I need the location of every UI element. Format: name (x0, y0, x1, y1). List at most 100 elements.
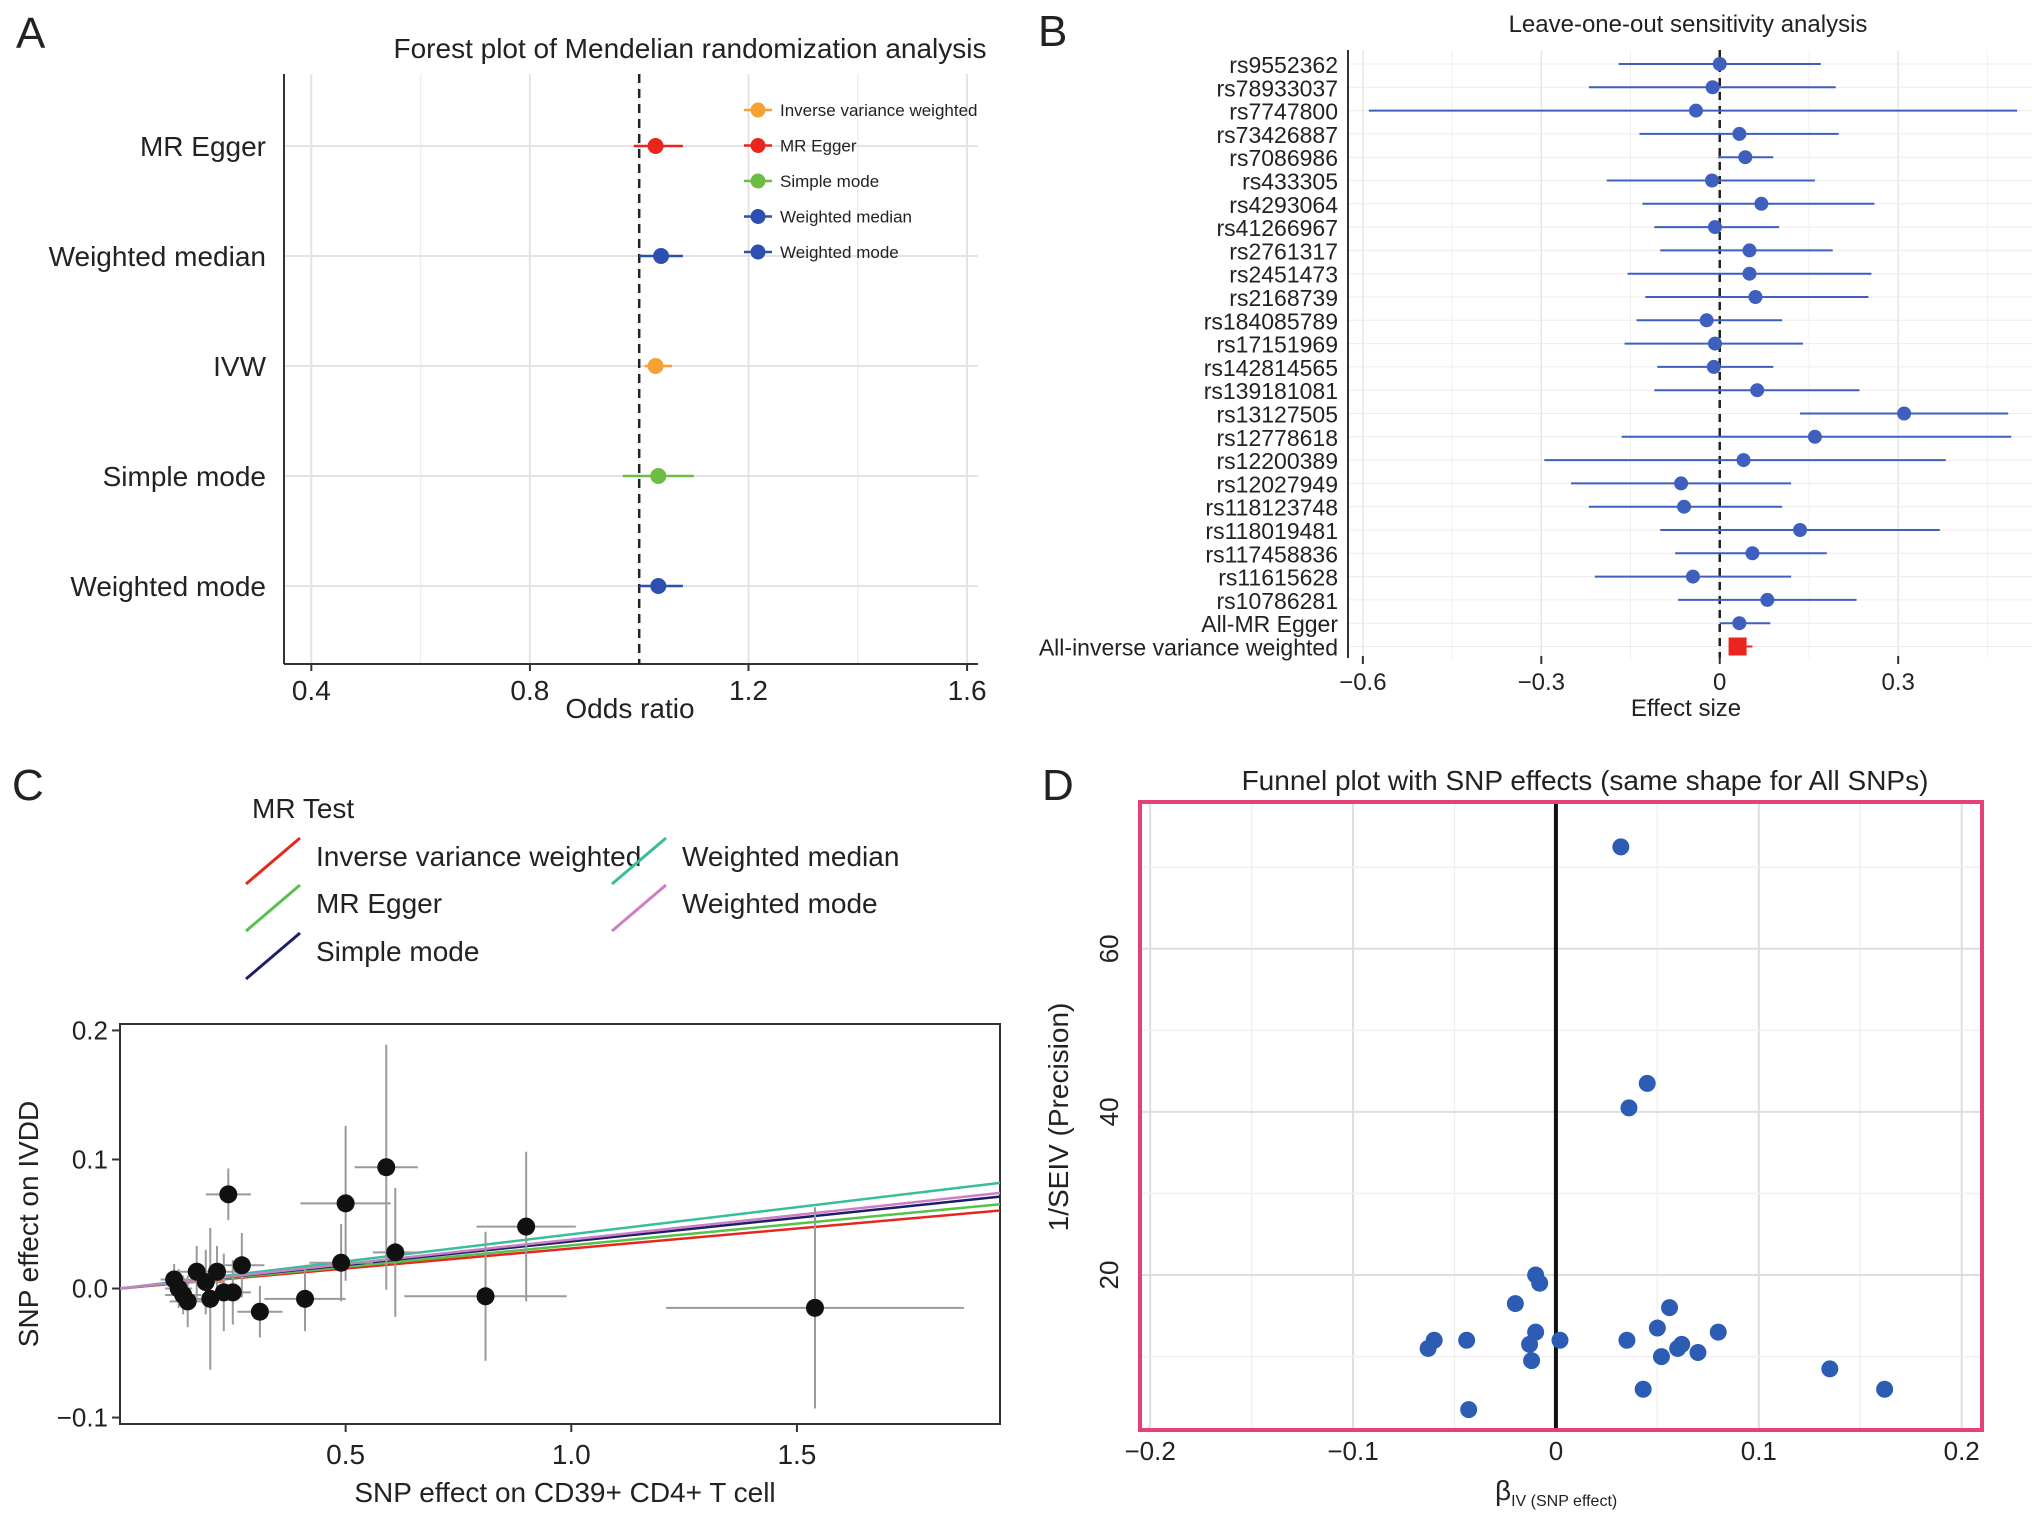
loo-point (1738, 150, 1753, 165)
funnel-grid (1140, 802, 1982, 1430)
scatter-frame (119, 1023, 1001, 1425)
funnel-points (1419, 838, 1894, 1419)
scatter-point (208, 1262, 227, 1281)
scatter-x-tick-label: 1.5 (777, 1439, 816, 1470)
loo-rows: rs9552362rs78933037rs7747800rs73426887rs… (1039, 52, 2018, 661)
funnel-point (1648, 1319, 1666, 1337)
scatter-legend: Inverse variance weighted MR Egger Simple … (245, 836, 899, 981)
forest-grid (284, 74, 978, 664)
funnel-x-tick-label: 0 (1549, 1436, 1563, 1466)
scatter-point (332, 1253, 351, 1272)
loo-point (1760, 592, 1775, 607)
loo-row-label: rs2451473 (1229, 262, 1338, 288)
loo-row-label: rs12200389 (1217, 448, 1339, 474)
funnel-y-label: 1/SEIV (Precision) (1043, 1003, 1074, 1232)
funnel-title: Funnel plot with SNP effects (same shape… (1242, 765, 1929, 796)
loo-row-label: rs117458836 (1205, 541, 1338, 567)
loo-point (1707, 336, 1722, 351)
funnel-background (1140, 802, 1982, 1430)
forest-x-tick-label: 1.2 (729, 675, 768, 706)
scatter-legend-key (611, 883, 667, 933)
loo-row-label: rs2168739 (1229, 285, 1338, 311)
loo-point (1699, 313, 1714, 328)
loo-row-label: rs118123748 (1205, 495, 1338, 521)
scatter-regression-line (119, 1191, 1001, 1290)
scatter-point (377, 1158, 396, 1177)
loo-point (1685, 569, 1700, 584)
loo-row-label: rs433305 (1242, 169, 1338, 195)
funnel-point (1425, 1331, 1443, 1349)
forest-x-ticks: 0.4 0.8 1.2 1.6 (292, 664, 987, 706)
scatter-point (296, 1289, 315, 1308)
scatter-point (250, 1302, 269, 1321)
funnel-point (1618, 1331, 1636, 1349)
forest-x-tick-label: 0.8 (510, 675, 549, 706)
loo-x-tick-label: −0.6 (1339, 669, 1386, 696)
forest-plot: Forest plot of Mendelian randomization a… (49, 33, 987, 724)
forest-row-label: IVW (213, 351, 266, 382)
funnel-point (1689, 1344, 1707, 1362)
forest-legend-label: Weighted median (780, 208, 912, 227)
mr-scatter-plot: MR Test Inverse variance weighted MR Egge… (13, 793, 1001, 1508)
scatter-legend-label: Weighted mode (682, 888, 878, 919)
forest-point (650, 578, 667, 594)
funnel-x-label: βIV (SNP effect) (1495, 1475, 1617, 1510)
forest-row-label: Weighted mode (70, 571, 266, 602)
loo-point (1706, 359, 1721, 374)
funnel-x-tick-label: 0.2 (1944, 1436, 1980, 1466)
funnel-point (1458, 1331, 1476, 1349)
funnel-ticks: −0.2 −0.1 0 0.1 0.2 60 40 20 (1094, 934, 1980, 1466)
funnel-point (1612, 838, 1630, 856)
scatter-point (219, 1185, 238, 1204)
scatter-regression-lines (119, 1181, 1001, 1290)
forest-legend-label: Simple mode (780, 172, 879, 191)
scatter-legend-key (245, 931, 301, 981)
funnel-y-tick-label: 20 (1094, 1261, 1124, 1290)
scatter-regression-line (119, 1181, 1001, 1290)
scatter-legend-label: Simple mode (316, 936, 479, 967)
loo-row-label: rs11615628 (1218, 565, 1338, 591)
loo-point (1732, 616, 1747, 631)
funnel-point (1709, 1323, 1727, 1341)
funnel-x-tick-label: −0.2 (1124, 1436, 1175, 1466)
forest-legend-key-dot (750, 244, 766, 260)
funnel-plot: Funnel plot with SNP effects (same shape… (1043, 765, 1984, 1510)
loo-row-label: rs73426887 (1217, 122, 1339, 148)
scatter-point (476, 1287, 495, 1306)
scatter-point (336, 1194, 355, 1213)
forest-title: Forest plot of Mendelian randomization a… (394, 33, 987, 64)
loo-point (1742, 243, 1757, 258)
funnel-x-tick-label: 0.1 (1741, 1436, 1777, 1466)
loo-point (1748, 290, 1763, 304)
funnel-point (1620, 1099, 1638, 1117)
forest-legend-label: Inverse variance weighted (780, 101, 978, 120)
scatter-legend-label: MR Egger (316, 888, 442, 919)
loo-title: Leave-one-out sensitivity analysis (1509, 11, 1868, 38)
loo-plot: Leave-one-out sensitivity analysis rs955… (1039, 11, 2032, 722)
loo-row-label: rs17151969 (1217, 332, 1339, 358)
loo-point (1732, 126, 1747, 141)
loo-point (1677, 499, 1692, 514)
panel-label-d: D (1042, 761, 1074, 810)
scatter-y-tick-label: 0.1 (72, 1144, 108, 1174)
forest-rows: MR Egger Weighted median IVW Simple mode Wei… (49, 131, 694, 602)
scatter-ticks: 0.5 1.0 1.5 0.2 0.1 0.0 −0.1 (57, 1015, 817, 1470)
funnel-y-tick-label: 60 (1094, 934, 1124, 963)
panel-label-b: B (1038, 7, 1067, 56)
forest-x-tick-label: 1.6 (948, 675, 987, 706)
loo-row-label: rs7747800 (1229, 99, 1338, 125)
funnel-y-tick-label: 40 (1094, 1097, 1124, 1126)
scatter-regression-line (119, 1202, 1001, 1290)
forest-row-label: MR Egger (140, 131, 266, 162)
loo-row-label: rs12778618 (1217, 425, 1339, 451)
scatter-x-tick-label: 0.5 (326, 1439, 365, 1470)
funnel-point (1506, 1295, 1524, 1313)
loo-row-label: rs13127505 (1217, 402, 1339, 428)
funnel-frame (1138, 800, 1984, 1432)
scatter-legend-title: MR Test (252, 793, 354, 824)
loo-x-tick-label: 0 (1713, 669, 1726, 696)
funnel-point (1821, 1360, 1839, 1378)
loo-x-tick-label: 0.3 (1881, 669, 1914, 696)
loo-point (1754, 196, 1769, 211)
